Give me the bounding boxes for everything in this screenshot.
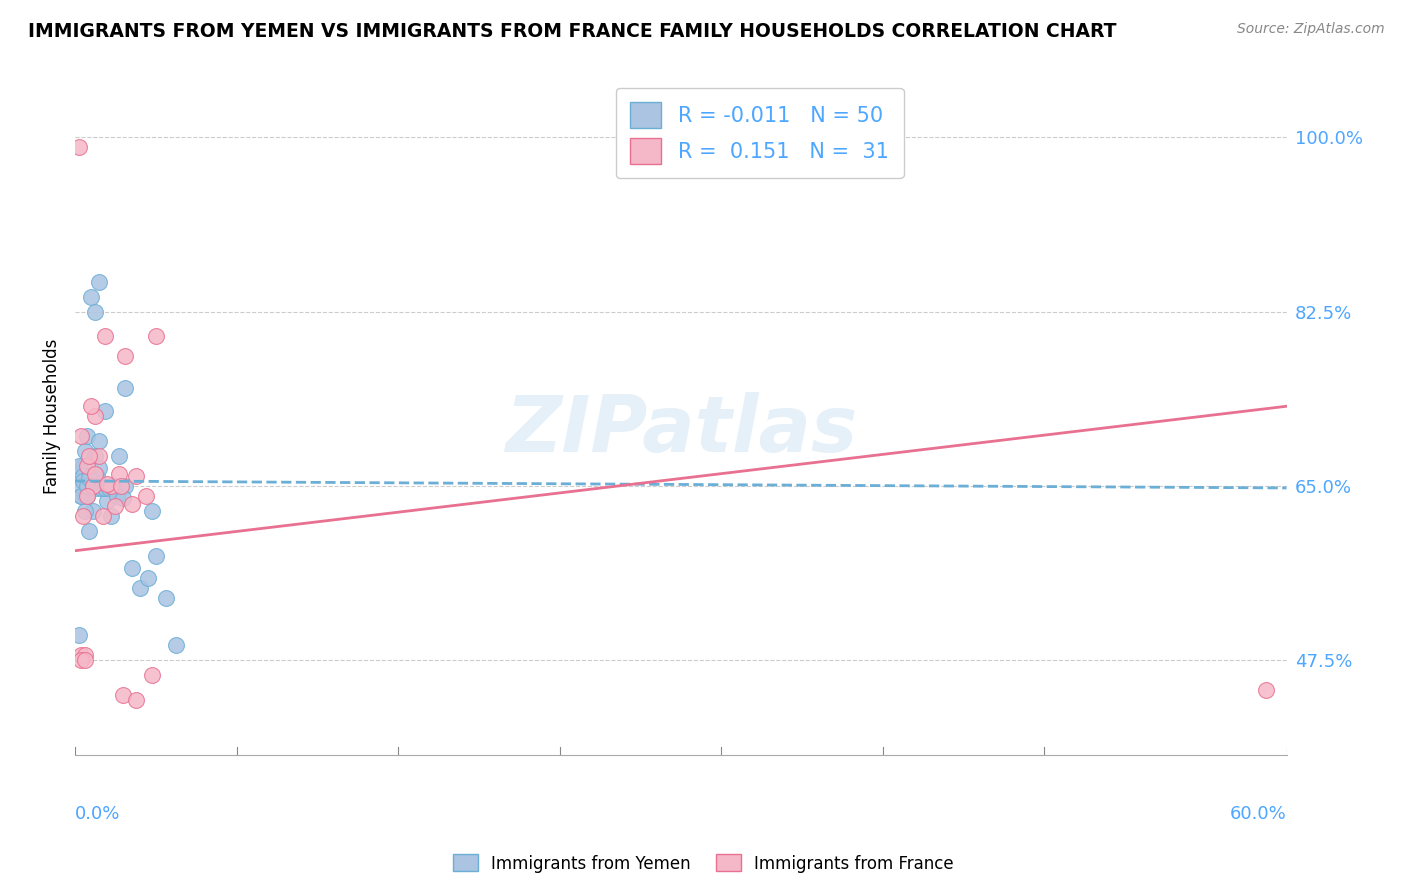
Point [82,504,104,518]
Point [110,479,132,493]
Point [141,504,163,518]
Point [77,449,100,463]
Point [80,469,103,483]
Point [84,409,107,424]
Point [70,429,93,443]
Point [89,275,111,289]
Point [89,434,111,449]
Point [1256,683,1278,698]
Point [145,549,167,563]
Point [77,479,100,493]
Point [114,381,136,395]
Text: 0.0%: 0.0% [75,805,121,822]
Point [108,449,131,463]
Legend: R = -0.011   N = 50, R =  0.151   N =  31: R = -0.011 N = 50, R = 0.151 N = 31 [616,87,904,178]
Point [89,449,111,463]
Point [84,467,107,481]
Point [90,481,112,495]
Point [104,479,127,493]
Point [121,560,143,574]
Point [80,399,103,413]
Point [77,524,100,538]
Point [67,628,90,642]
Point [75,648,97,663]
Point [82,479,104,493]
Point [98,481,121,495]
Point [72,458,94,473]
Point [75,489,97,503]
Point [94,481,117,495]
Point [104,499,127,513]
Point [67,140,90,154]
Point [155,591,177,605]
Point [82,479,104,493]
Point [112,491,135,505]
Text: ZIPatlas: ZIPatlas [505,392,856,467]
Point [76,489,98,503]
Point [121,497,143,511]
Point [96,477,118,491]
Point [165,639,187,653]
Point [80,479,103,493]
Legend: Immigrants from Yemen, Immigrants from France: Immigrants from Yemen, Immigrants from F… [446,847,960,880]
Point [76,458,98,473]
Point [70,489,93,503]
Point [76,489,98,503]
Point [77,471,100,485]
Point [89,461,111,475]
Point [84,449,107,463]
Point [107,489,129,503]
Text: 60.0%: 60.0% [1230,805,1286,822]
Point [72,474,94,488]
Point [72,469,94,483]
Point [75,653,97,667]
Point [75,444,97,458]
Point [94,404,117,418]
Point [67,458,90,473]
Text: IMMIGRANTS FROM YEMEN VS IMMIGRANTS FROM FRANCE FAMILY HOUSEHOLDS CORRELATION CH: IMMIGRANTS FROM YEMEN VS IMMIGRANTS FROM… [28,22,1116,41]
Point [86,481,108,495]
Point [114,350,136,364]
Point [76,429,98,443]
Point [76,479,98,493]
Point [141,668,163,682]
Point [86,469,108,483]
Point [108,467,131,481]
Point [84,304,107,318]
Point [135,489,157,503]
Point [91,479,114,493]
Point [136,571,159,585]
Point [75,504,97,518]
Point [70,489,93,503]
Y-axis label: Family Households: Family Households [44,339,60,494]
Point [128,581,150,595]
Point [94,329,117,343]
Point [124,469,146,483]
Point [72,508,94,523]
Point [70,653,93,667]
Point [114,479,136,493]
Point [145,329,167,343]
Point [103,481,125,495]
Point [100,508,122,523]
Point [80,290,103,304]
Point [70,648,93,663]
Point [124,693,146,707]
Point [112,688,135,702]
Point [70,479,93,493]
Point [100,479,122,493]
Point [96,494,118,508]
Text: Source: ZipAtlas.com: Source: ZipAtlas.com [1237,22,1385,37]
Point [91,508,114,523]
